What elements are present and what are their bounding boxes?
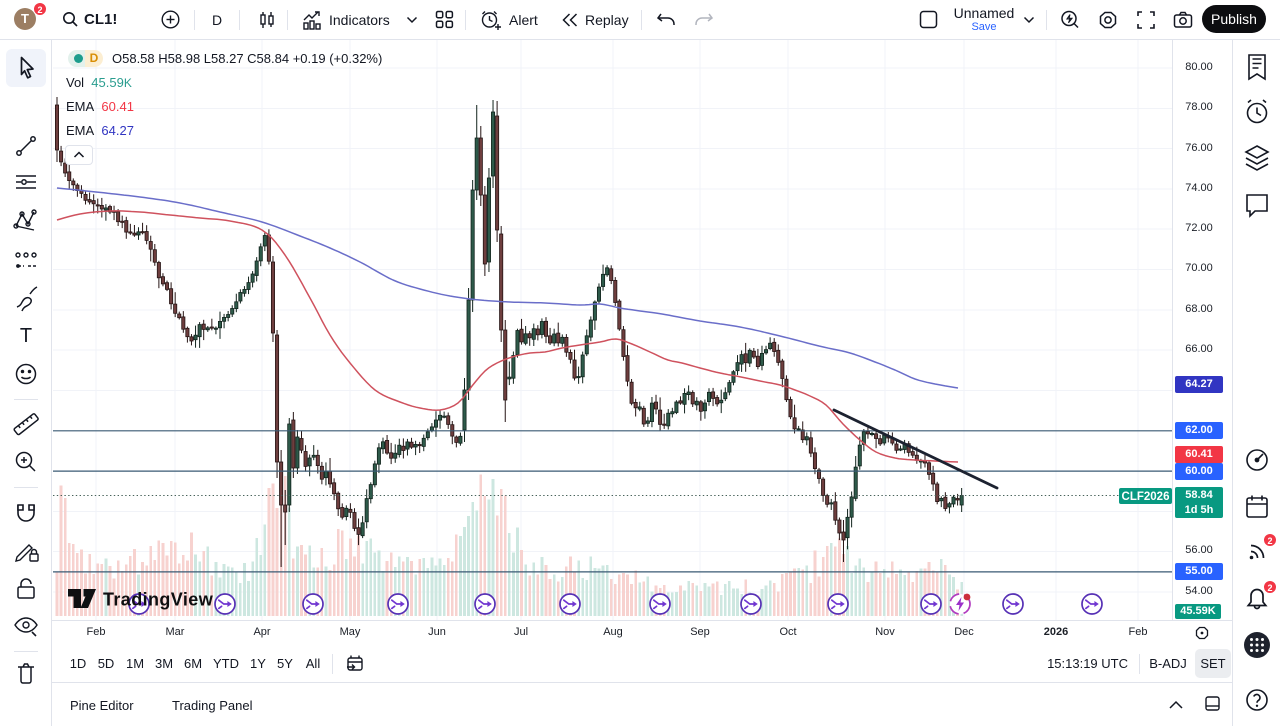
svg-text:TradingView: TradingView — [103, 590, 214, 610]
svg-text:T: T — [20, 325, 32, 347]
svg-text:CLF2026: CLF2026 — [1122, 491, 1170, 503]
